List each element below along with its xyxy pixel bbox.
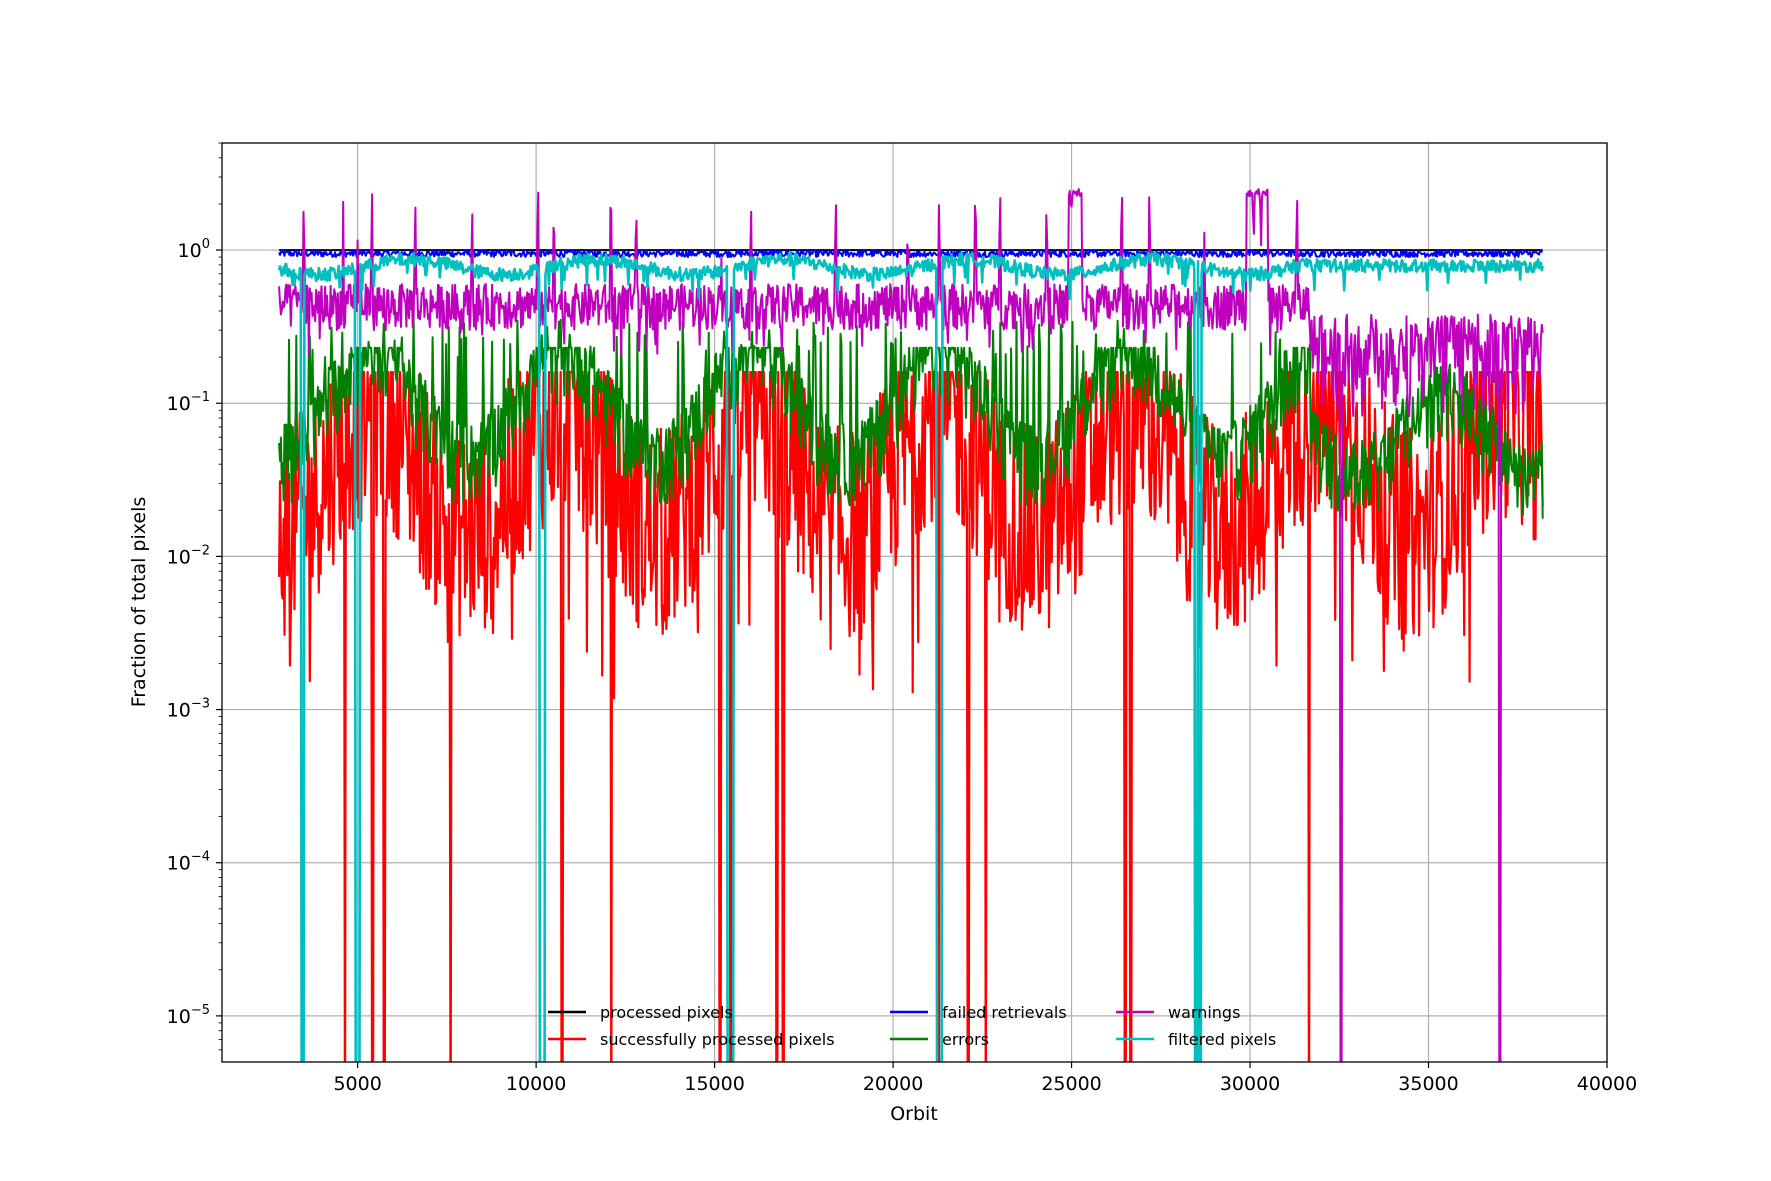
y-tick-exponent: 0: [202, 237, 210, 252]
y-tick-label: 10−2: [167, 543, 210, 568]
y-tick-label: 10−4: [167, 850, 210, 875]
x-tick-label: 20000: [863, 1073, 923, 1095]
y-tick-exponent: −5: [191, 1003, 210, 1018]
y-tick-base: 10: [178, 240, 202, 262]
x-tick-label: 25000: [1041, 1073, 1101, 1095]
legend-entry: warnings: [1168, 1003, 1240, 1022]
y-tick-label: 10−3: [167, 697, 210, 722]
y-tick-base: 10: [167, 393, 191, 415]
x-axis-ticks: 5000 10000 15000 20000 25000 30000 35000 40000: [333, 1062, 1637, 1095]
series-line-warnings: [278, 188, 1544, 1062]
y-tick-base: 10: [167, 546, 191, 568]
series-line-failed-retrievals: [278, 249, 1543, 259]
series-group: [277, 188, 1544, 1062]
legend: processed pixels successfully processed p…: [548, 1003, 1276, 1049]
y-tick-label: 10−5: [167, 1003, 210, 1028]
y-tick-exponent: −1: [191, 390, 210, 405]
x-tick-label: 5000: [333, 1073, 381, 1095]
y-tick-base: 10: [167, 700, 191, 722]
y-tick-base: 10: [167, 853, 191, 875]
y-tick-exponent: −2: [191, 543, 210, 558]
y-tick-exponent: −3: [191, 697, 210, 712]
y-tick-label: 100: [178, 237, 210, 262]
x-tick-label: 40000: [1577, 1073, 1637, 1095]
series-line-successfully-processed-pixels: [278, 370, 1544, 1062]
x-tick-label: 30000: [1220, 1073, 1280, 1095]
legend-entry: filtered pixels: [1168, 1030, 1276, 1049]
y-axis-label: Fraction of total pixels: [128, 497, 150, 708]
legend-entry: successfully processed pixels: [600, 1030, 835, 1049]
legend-entry: processed pixels: [600, 1003, 733, 1022]
legend-entry: failed retrievals: [942, 1003, 1067, 1022]
x-tick-label: 35000: [1398, 1073, 1458, 1095]
legend-entry: errors: [942, 1030, 989, 1049]
y-tick-base: 10: [167, 1006, 191, 1028]
y-tick-exponent: −4: [191, 850, 210, 865]
series-line-errors: [278, 318, 1544, 519]
y-tick-label: 10−1: [167, 390, 210, 415]
x-tick-label: 10000: [506, 1073, 566, 1095]
x-tick-label: 15000: [684, 1073, 744, 1095]
x-axis-label: Orbit: [890, 1103, 938, 1125]
series-line-filtered-pixels: [277, 251, 1544, 1062]
